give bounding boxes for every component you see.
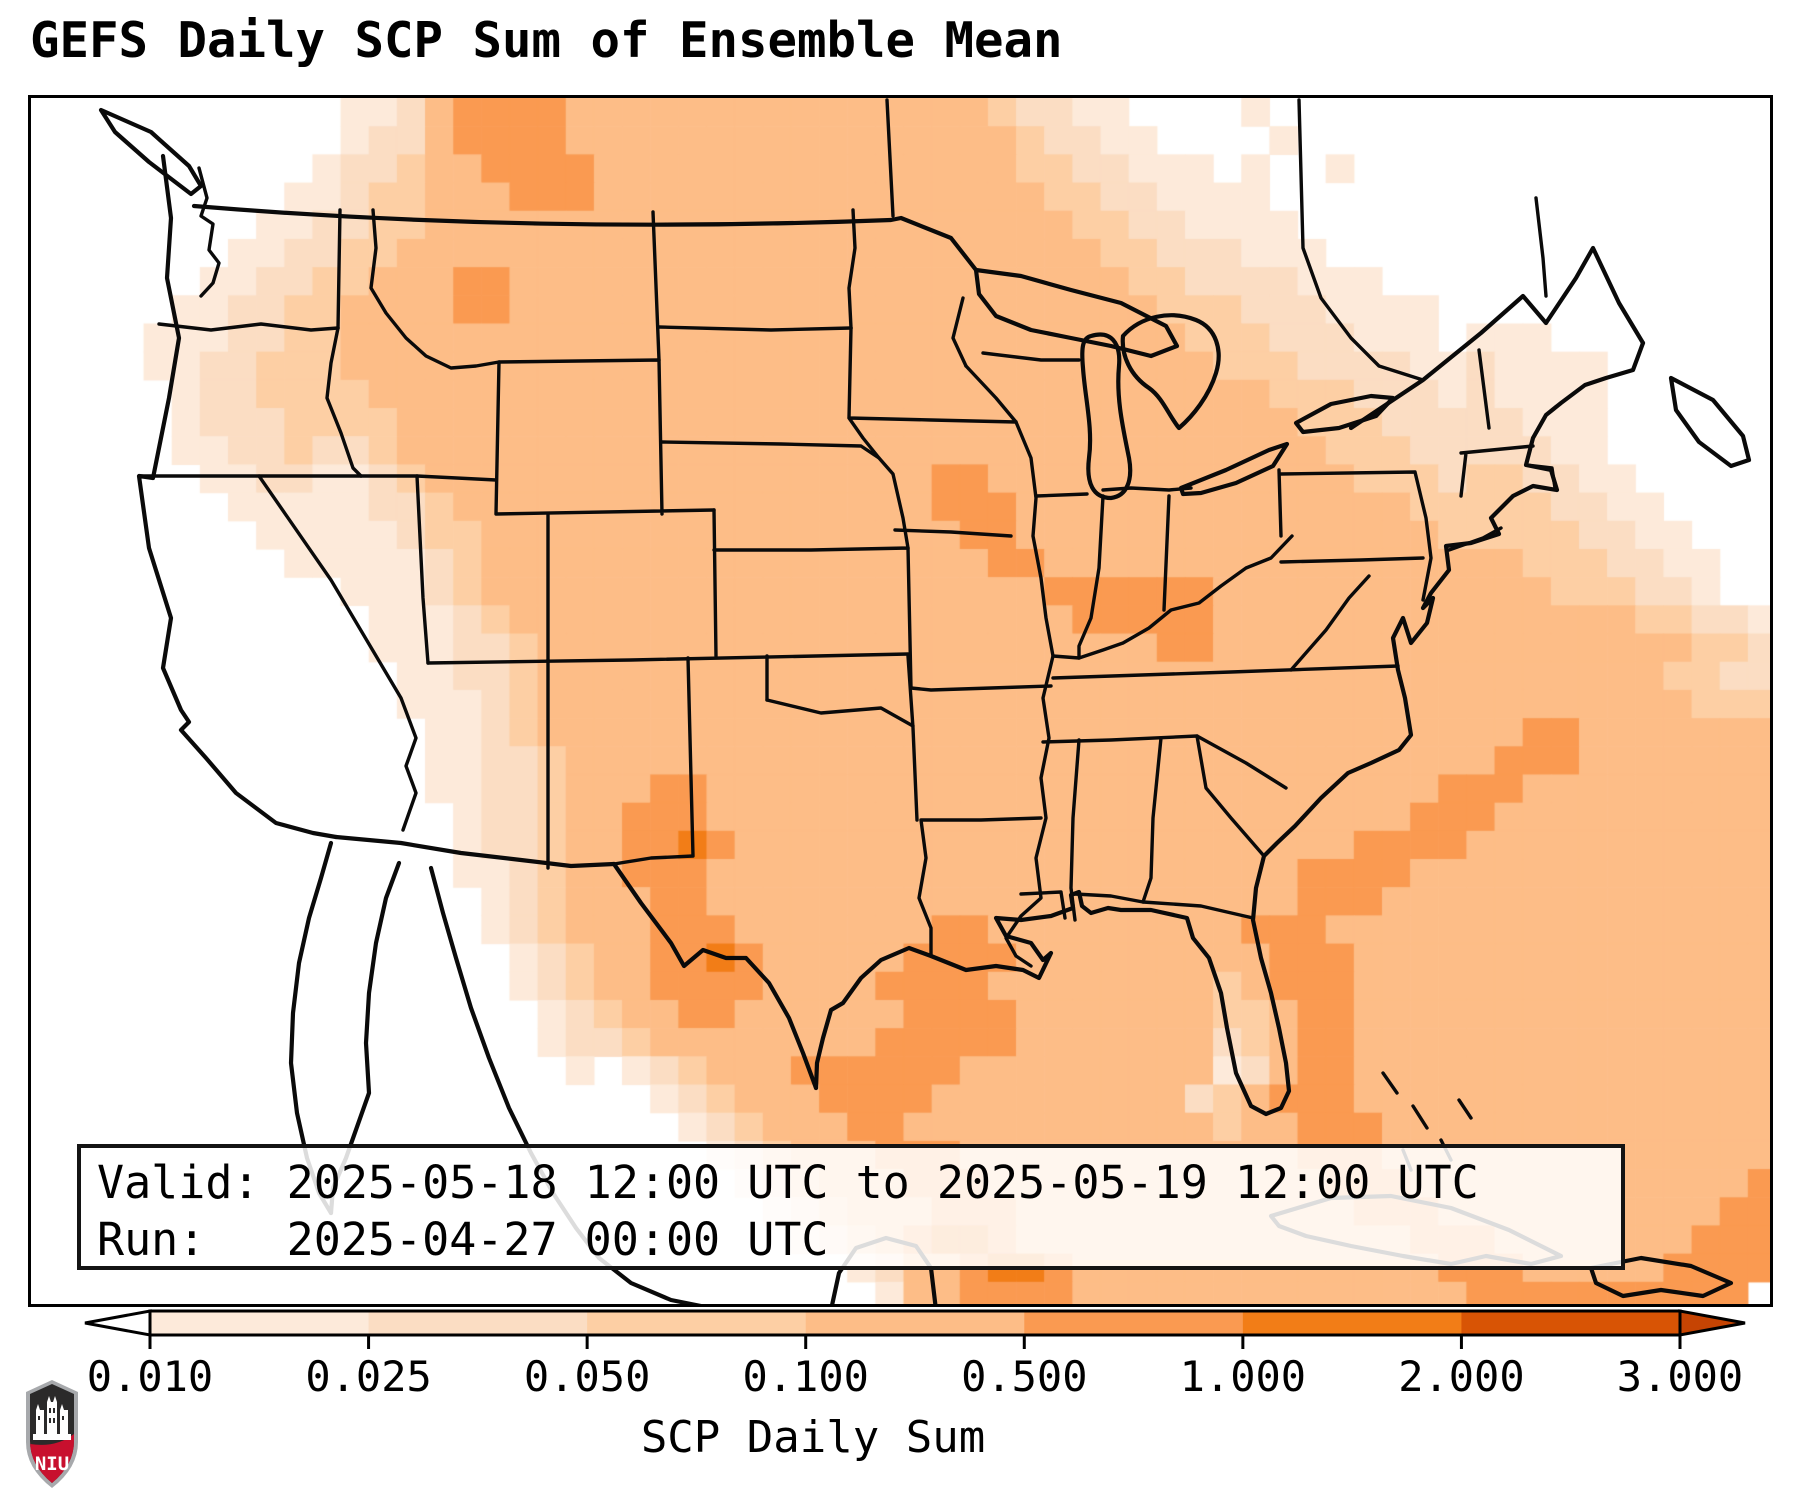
colorbar-segment bbox=[587, 1311, 807, 1335]
long-island bbox=[1447, 526, 1503, 552]
colorbar-segment bbox=[1461, 1311, 1681, 1335]
rio-grande bbox=[611, 861, 819, 1091]
valid-run-info-box: Valid: 2025-05-18 12:00 UTC to 2025-05-1… bbox=[77, 1144, 1625, 1270]
puget-sound bbox=[197, 166, 221, 298]
colorbar-segment bbox=[1242, 1311, 1462, 1335]
ga-al-border bbox=[1141, 736, 1163, 904]
parallel-42n bbox=[137, 474, 498, 482]
figure-title: GEFS Daily SCP Sum of Ensemble Mean bbox=[30, 12, 1063, 69]
wy-borders bbox=[494, 358, 716, 516]
map-borders bbox=[98, 98, 1752, 1304]
pacific-coast bbox=[136, 153, 339, 840]
vancouver-island bbox=[98, 107, 204, 197]
colorbar: 0.010 0.025 0.050 0.100 0.500 1.000 2.000 3.000… bbox=[0, 1290, 1803, 1500]
mi-south-border bbox=[1101, 486, 1193, 492]
nova-scotia bbox=[1668, 375, 1752, 469]
quebec-newbrunswick-border bbox=[1534, 196, 1548, 298]
colorbar-segment bbox=[150, 1311, 370, 1335]
tn-ky-va-line bbox=[1051, 664, 1400, 680]
parallel-37n bbox=[426, 652, 910, 665]
us-canada-border bbox=[191, 203, 979, 273]
sd-ne-border bbox=[660, 440, 910, 550]
or-id-border bbox=[325, 326, 363, 478]
mn-sd-ia-borders bbox=[847, 326, 1018, 460]
colorbar-frame bbox=[148, 1309, 1682, 1337]
wi-il-border bbox=[1034, 492, 1089, 498]
run-time-text: Run: 2025-04-27 00:00 UTC bbox=[97, 1213, 829, 1266]
la-ms-border bbox=[1019, 890, 1067, 920]
red-river-border bbox=[847, 208, 857, 330]
niu-castle-icon bbox=[33, 1396, 71, 1440]
colorbar-segment bbox=[805, 1311, 1025, 1335]
colorbar-tick-label: 3.000 bbox=[1616, 1352, 1744, 1401]
niu-shield-red bbox=[30, 1434, 74, 1483]
colorbar-bar bbox=[84, 1309, 1746, 1349]
mo-ar-la-lines bbox=[909, 684, 1053, 958]
colorbar-axis-label: SCP Daily Sum bbox=[640, 1412, 986, 1463]
mt-nd-border bbox=[651, 210, 661, 362]
map-panel: Valid: 2025-05-18 12:00 UTC to 2025-05-1… bbox=[28, 95, 1773, 1307]
colorbar-tick-label: 0.050 bbox=[523, 1352, 651, 1401]
pa-borders bbox=[1279, 470, 1433, 602]
colorbar-segment bbox=[368, 1311, 588, 1335]
co-kansas-lines bbox=[712, 508, 913, 702]
ks-ok-tx-lines bbox=[612, 654, 919, 866]
lake-ontario bbox=[1293, 393, 1396, 435]
ia-mo-border bbox=[893, 528, 1013, 538]
niu-castle-windows bbox=[38, 1408, 64, 1423]
colorbar-segment bbox=[1024, 1311, 1244, 1335]
colorbar-over-arrow bbox=[1678, 1309, 1746, 1337]
id-mt-border bbox=[369, 208, 501, 370]
ontario-manitoba-border bbox=[885, 98, 895, 218]
cape-cod bbox=[1524, 463, 1557, 490]
il-in-border bbox=[1077, 494, 1105, 660]
wa-id-border bbox=[336, 208, 342, 330]
oh-pa-border bbox=[1277, 468, 1283, 538]
niu-logo-text: NIU bbox=[35, 1453, 69, 1475]
colorbar-tick-label: 2.000 bbox=[1398, 1352, 1525, 1401]
mississippi-river bbox=[964, 364, 1055, 968]
lake-superior bbox=[973, 267, 1180, 359]
appalachia-line bbox=[1289, 574, 1371, 672]
ca-nv-border bbox=[257, 474, 418, 832]
in-oh-border bbox=[1162, 494, 1171, 612]
colorbar-tick-label: 0.100 bbox=[742, 1352, 869, 1401]
st-lawrence-border bbox=[1348, 245, 1646, 431]
colorbar-tick-label: 0.025 bbox=[305, 1352, 432, 1401]
mi-up-border bbox=[981, 351, 1081, 362]
al-ms-border bbox=[1069, 738, 1081, 922]
colorbar-tick-label: 1.000 bbox=[1179, 1352, 1307, 1401]
wa-or-border bbox=[157, 322, 340, 332]
mn-wi-border bbox=[951, 296, 968, 368]
atlantic-gulf-coast bbox=[813, 340, 1646, 1117]
valid-time-text: Valid: 2025-05-18 12:00 UTC to 2025-05-1… bbox=[97, 1156, 1479, 1209]
ohio-river bbox=[1051, 534, 1294, 660]
niu-logo: NIU bbox=[26, 1380, 78, 1488]
nd-sd-border bbox=[657, 325, 853, 332]
us-mexico-border bbox=[333, 834, 617, 869]
ga-sc-border bbox=[1195, 734, 1266, 858]
ontario-quebec-border bbox=[1297, 98, 1425, 382]
hispaniola-coast bbox=[1588, 1255, 1734, 1299]
colorbar-under-arrow bbox=[84, 1309, 152, 1337]
lake-huron bbox=[1120, 313, 1221, 431]
scp-heatmap-raster bbox=[31, 98, 1770, 1304]
lake-michigan bbox=[1080, 332, 1133, 501]
colorbar-tick-label: 0.010 bbox=[86, 1352, 214, 1401]
new-england-lines bbox=[1459, 348, 1535, 498]
lake-erie bbox=[1178, 441, 1290, 497]
colorbar-tick-label: 0.500 bbox=[961, 1352, 1088, 1401]
nv-ut-border bbox=[415, 474, 430, 665]
fl-panhandle-lines bbox=[1073, 892, 1255, 920]
